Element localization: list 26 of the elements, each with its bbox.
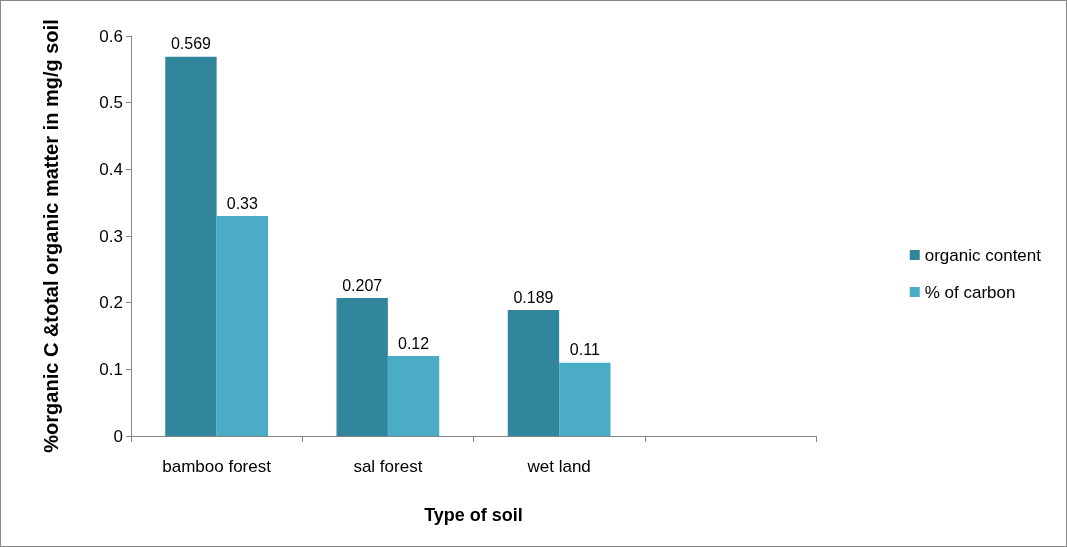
x-tick-label: wet land <box>526 457 591 476</box>
data-label: 0.33 <box>226 194 258 212</box>
data-label: 0.12 <box>397 334 430 352</box>
y-tick-label: 0.2 <box>99 293 123 313</box>
data-label: 0.189 <box>513 288 554 306</box>
y-tick-label: 0 <box>113 426 123 446</box>
y-tick-label: 0.1 <box>99 359 123 379</box>
bar <box>216 216 268 436</box>
bar <box>336 298 388 436</box>
x-tick-label: bamboo forest <box>162 457 272 476</box>
data-label: 0.11 <box>569 341 600 359</box>
x-axis-title: Type of soil <box>424 505 523 525</box>
y-tick-label: 0.5 <box>99 93 123 113</box>
bar <box>387 356 440 436</box>
y-tick-label: 0.6 <box>99 26 123 46</box>
y-tick-label: 0.4 <box>99 159 123 179</box>
data-label: 0.569 <box>170 35 212 53</box>
y-axis-title: %organic C &total organic matter in mg/g soil <box>40 19 62 453</box>
y-tick-label: 0.3 <box>99 226 123 246</box>
legend-label: organic content <box>924 245 1042 265</box>
bar <box>559 362 611 436</box>
data-label: 0.207 <box>342 276 383 294</box>
legend-label: % of carbon <box>924 282 1016 302</box>
x-tick-label: sal forest <box>353 457 423 476</box>
bar <box>165 56 217 436</box>
bar <box>507 310 560 436</box>
